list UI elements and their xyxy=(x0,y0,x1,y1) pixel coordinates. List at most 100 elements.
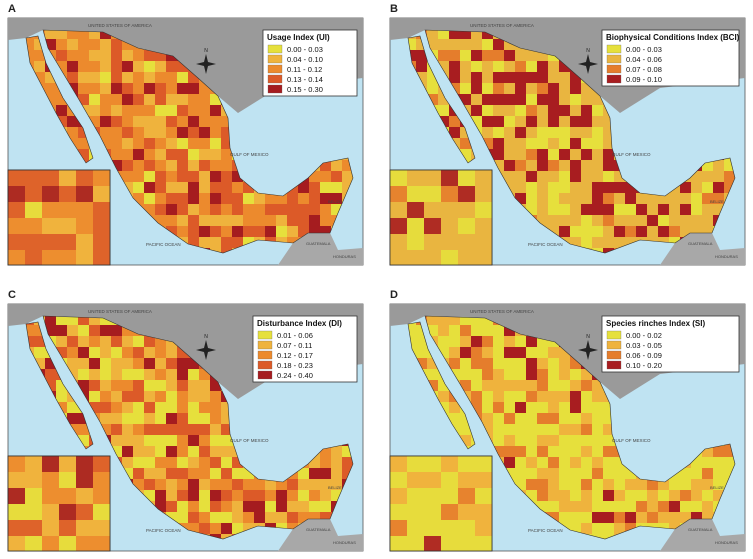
cell xyxy=(526,358,537,369)
cell xyxy=(210,215,221,226)
cell xyxy=(449,30,460,39)
cell xyxy=(111,116,122,127)
cell xyxy=(526,490,537,501)
cell xyxy=(177,380,188,391)
cell xyxy=(56,50,67,61)
inset-cell xyxy=(441,218,458,234)
cell xyxy=(221,215,232,226)
cell xyxy=(155,358,166,369)
cell xyxy=(537,435,548,446)
legend: Species rinches Index (SI)0.00 - 0.020.0… xyxy=(601,315,740,373)
cell xyxy=(199,171,210,182)
inset-cell xyxy=(390,472,407,488)
cell xyxy=(133,369,144,380)
cell xyxy=(548,369,559,380)
cell xyxy=(144,402,155,413)
inset-cell xyxy=(424,186,441,202)
cell xyxy=(221,127,232,138)
cell xyxy=(221,171,232,182)
cell xyxy=(232,171,243,182)
cell xyxy=(449,127,460,138)
cell xyxy=(570,160,581,171)
cell xyxy=(210,391,221,402)
cell xyxy=(122,446,133,457)
cell xyxy=(548,468,559,479)
cell xyxy=(144,127,155,138)
cell xyxy=(526,347,537,358)
cell xyxy=(482,336,493,347)
cell xyxy=(221,226,232,237)
cell xyxy=(78,435,89,446)
cell xyxy=(144,413,155,424)
cell xyxy=(559,105,570,116)
cell xyxy=(89,105,100,116)
inset-cell xyxy=(59,202,76,218)
cell xyxy=(581,391,592,402)
cell xyxy=(559,490,570,501)
cell xyxy=(669,215,680,226)
cell xyxy=(221,490,232,501)
cell xyxy=(548,193,559,204)
cell xyxy=(309,182,320,193)
cell xyxy=(309,215,320,226)
cell xyxy=(537,204,548,215)
map-label: UNITED STATES OF AMERICA xyxy=(470,23,534,28)
cell xyxy=(460,325,471,336)
cell xyxy=(298,226,309,237)
cell xyxy=(504,325,515,336)
cell xyxy=(471,39,482,50)
legend-swatch xyxy=(257,340,273,350)
inset-cell xyxy=(25,520,42,536)
inset-cell xyxy=(93,488,110,504)
cell xyxy=(592,248,603,253)
cell xyxy=(210,248,221,253)
cell xyxy=(67,61,78,72)
cell xyxy=(515,116,526,127)
cell xyxy=(34,39,45,50)
cell xyxy=(100,413,111,424)
cell xyxy=(449,61,460,72)
cell xyxy=(702,468,713,479)
inset-cell xyxy=(76,472,93,488)
cell xyxy=(515,468,526,479)
cell xyxy=(408,325,416,336)
cell xyxy=(581,512,592,523)
cell xyxy=(166,215,177,226)
cell xyxy=(133,347,144,358)
cell xyxy=(166,138,177,149)
legend-swatch xyxy=(606,74,622,84)
cell xyxy=(188,391,199,402)
cell xyxy=(177,94,188,105)
cell xyxy=(309,226,320,237)
inset-cell xyxy=(8,186,25,202)
inset-cell xyxy=(42,234,59,250)
cell xyxy=(537,479,548,490)
cell xyxy=(559,94,570,105)
cell xyxy=(133,160,144,171)
cell xyxy=(177,402,188,413)
cell xyxy=(570,501,581,512)
cell xyxy=(309,479,320,490)
cell xyxy=(155,94,166,105)
cell xyxy=(287,226,298,237)
cell xyxy=(548,127,559,138)
cell xyxy=(570,512,581,523)
cell xyxy=(559,226,570,237)
cell xyxy=(691,204,702,215)
cell xyxy=(570,149,581,160)
cell xyxy=(221,512,232,523)
cell xyxy=(504,358,515,369)
cell xyxy=(471,358,482,369)
cell xyxy=(111,325,122,336)
cell xyxy=(56,402,67,413)
cell xyxy=(122,83,133,94)
cell xyxy=(56,61,67,72)
cell xyxy=(199,193,210,204)
cell xyxy=(537,160,548,171)
cell xyxy=(669,501,680,512)
cell xyxy=(67,39,78,50)
cell xyxy=(89,402,100,413)
cell xyxy=(221,138,232,149)
cell xyxy=(537,446,548,457)
cell xyxy=(460,369,471,380)
